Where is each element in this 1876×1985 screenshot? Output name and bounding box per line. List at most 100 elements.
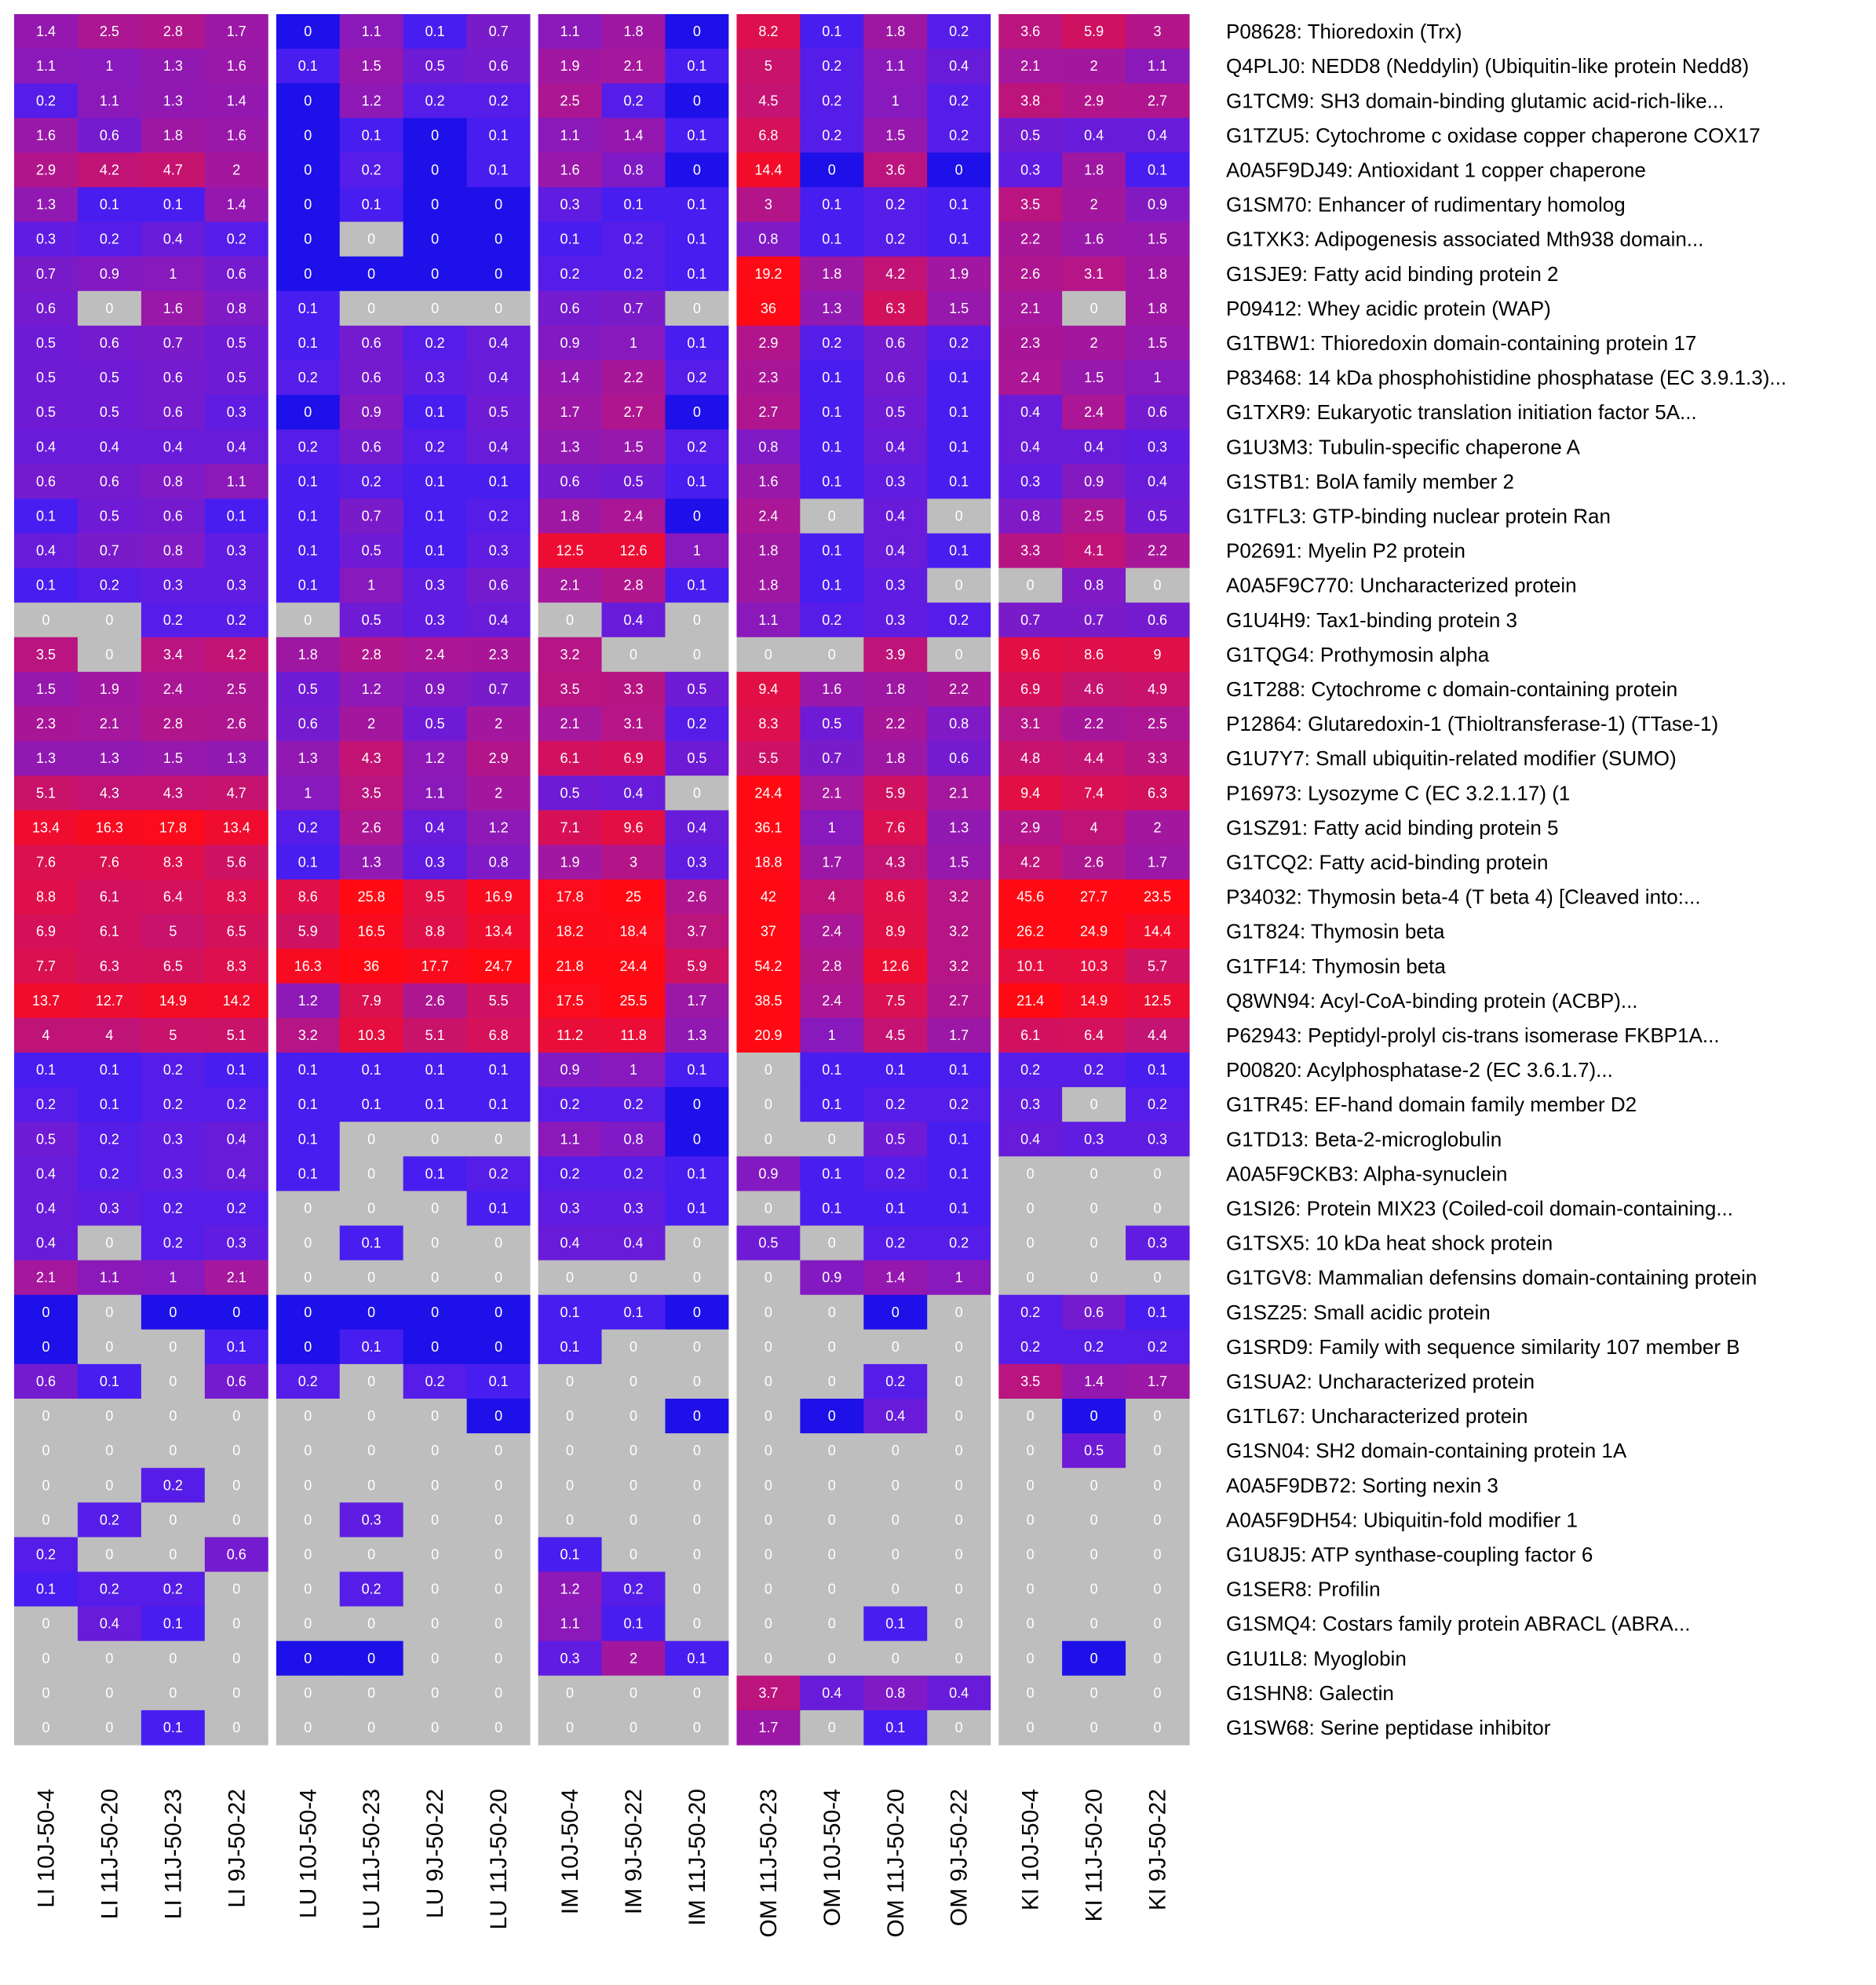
cell-value: 0.1	[949, 232, 969, 247]
heatmap-cell	[736, 118, 801, 153]
cell-value: 0	[1027, 1200, 1035, 1216]
cell-value: 0.1	[885, 1200, 905, 1216]
heatmap-cell	[276, 1675, 341, 1711]
heatmap-cell	[538, 221, 603, 257]
cell-value: 0	[304, 1720, 312, 1735]
cell-value: 0	[1090, 1616, 1098, 1632]
heatmap-cell	[339, 706, 404, 742]
heatmap-cell	[927, 1468, 991, 1503]
heatmap-cell	[339, 464, 404, 499]
cell-value: 10.3	[1080, 958, 1108, 974]
heatmap-cell	[1126, 1017, 1190, 1053]
cell-value: 0.1	[298, 58, 318, 74]
heatmap-cell	[204, 1571, 269, 1607]
heatmap-cell	[77, 1156, 142, 1191]
cell-value: 0.2	[949, 127, 969, 143]
column-label: KI 10J-50-4	[1018, 1789, 1044, 1910]
cell-value: 0	[630, 1443, 637, 1458]
cell-value: 0.1	[298, 854, 318, 870]
cell-value: 0.1	[885, 1616, 905, 1632]
cell-value: 0.2	[623, 1582, 643, 1597]
heatmap-cell	[927, 395, 991, 430]
heatmap-cell	[538, 879, 603, 915]
heatmap-cell	[863, 1433, 928, 1469]
cell-value: 3.2	[949, 889, 969, 905]
row-label: G1TXR9: Eukaryotic translation initiatio…	[1226, 400, 1697, 424]
heatmap-cells	[14, 14, 1190, 1746]
cell-value: 0	[1154, 1616, 1162, 1632]
heatmap-cell	[927, 1571, 991, 1607]
cell-value: 0	[566, 1685, 574, 1701]
heatmap-cell	[1062, 1640, 1126, 1677]
heatmap-cell	[1126, 775, 1190, 811]
heatmap-cell	[665, 1191, 729, 1227]
heatmap-cell	[403, 14, 468, 49]
cell-value: 0.1	[298, 1131, 318, 1147]
heatmap-cell	[927, 671, 991, 707]
heatmap-cell	[77, 152, 142, 188]
cell-value: 0	[955, 1304, 963, 1320]
row-label: G1SRD9: Family with sequence similarity …	[1226, 1335, 1740, 1359]
cell-value: 3.5	[1020, 197, 1040, 213]
heatmap-cell	[601, 1294, 666, 1330]
heatmap-cell	[998, 1363, 1063, 1399]
cell-value: 6.9	[1020, 681, 1040, 697]
cell-value: 1.1	[36, 58, 56, 74]
heatmap-cell	[276, 671, 341, 707]
heatmap-cell	[403, 1399, 468, 1434]
heatmap-cell	[601, 845, 666, 881]
heatmap-cell	[77, 187, 142, 223]
heatmap-cell	[538, 1087, 603, 1122]
cell-value: 0	[304, 197, 312, 213]
cell-value: 2	[495, 785, 502, 801]
heatmap-cell	[863, 948, 928, 984]
heatmap-cell	[863, 49, 928, 84]
heatmap-cell	[77, 602, 142, 638]
heatmap-cell	[800, 290, 864, 327]
cell-value: 0.2	[298, 439, 318, 454]
cell-value: 0	[232, 1408, 240, 1424]
heatmap-cell	[998, 360, 1063, 396]
cell-value: 0	[495, 1512, 502, 1527]
heatmap-cell	[601, 1017, 666, 1053]
row-label: G1SUA2: Uncharacterized protein	[1226, 1370, 1535, 1393]
heatmap-cell	[665, 290, 729, 327]
cell-value: 0	[304, 162, 312, 177]
heatmap-cell	[14, 221, 78, 257]
heatmap-cell	[1062, 1468, 1126, 1503]
cell-value: 0.6	[100, 127, 119, 143]
cell-value: 0	[566, 1720, 574, 1735]
cell-value: 0.7	[362, 508, 381, 524]
heatmap-cell	[276, 879, 341, 915]
cell-value: 0	[765, 1546, 772, 1562]
cell-value: 0	[431, 1720, 439, 1735]
heatmap-cell	[204, 1710, 269, 1746]
cell-value: 21.4	[1016, 993, 1044, 1009]
heatmap-cell	[665, 879, 729, 915]
heatmap-cell	[538, 1710, 603, 1746]
heatmap-cell	[601, 498, 666, 535]
cell-value: 0.4	[36, 439, 56, 454]
heatmap-cell	[339, 152, 404, 188]
heatmap-cell	[538, 948, 603, 984]
cell-value: 1.3	[298, 750, 318, 766]
heatmap-cell	[863, 533, 928, 569]
heatmap-cell	[736, 602, 801, 638]
cell-value: 1.5	[623, 439, 643, 454]
heatmap-cell	[276, 1399, 341, 1434]
cell-value: 1.8	[163, 127, 183, 143]
cell-value: 0.5	[687, 681, 706, 697]
heatmap-cell	[1062, 83, 1126, 119]
cell-value: 0	[892, 1546, 900, 1562]
heatmap-cell	[1062, 1294, 1126, 1330]
cell-value: 0.2	[489, 508, 509, 524]
heatmap-cell	[538, 1329, 603, 1365]
heatmap-cell	[927, 741, 991, 776]
group-separator	[268, 14, 276, 1746]
heatmap-cell	[601, 533, 666, 569]
heatmap-cell	[665, 1606, 729, 1642]
cell-value: 2.6	[1084, 854, 1104, 870]
heatmap-cell	[1062, 1710, 1126, 1746]
cell-value: 6.3	[1148, 785, 1167, 801]
cell-value: 0	[630, 1546, 637, 1562]
